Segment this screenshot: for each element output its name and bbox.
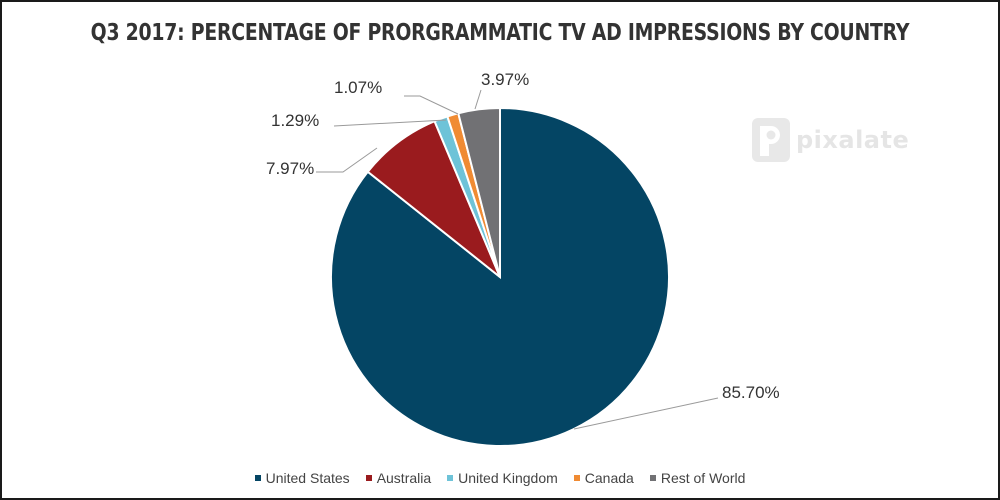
legend-swatch-australia — [365, 475, 372, 481]
legend-item-united-states: United States — [254, 470, 350, 486]
legend-item-rest-of-world: Rest of World — [649, 470, 746, 486]
chart-title: Q3 2017: PERCENTAGE OF PRORGRAMMATIC TV … — [90, 20, 910, 46]
legend-swatch-united-kingdom — [447, 475, 454, 481]
legend-label-united-states: United States — [265, 470, 350, 486]
legend: United States Australia United Kingdom Cana… — [0, 470, 1000, 486]
leader-line-united-states — [573, 397, 719, 430]
legend-item-canada: Canada — [573, 470, 634, 486]
leader-line-united-kingdom — [333, 119, 447, 127]
legend-swatch-united-states — [254, 475, 261, 481]
leader-line-rest-of-world — [474, 89, 482, 110]
data-label-australia: 7.97% — [266, 159, 314, 178]
pie-slice-rest-of-world — [457, 106, 501, 278]
data-labels: 85.70% 7.97% 1.29% 1.07% 3.97% — [266, 70, 780, 402]
data-label-canada: 1.07% — [334, 78, 382, 97]
pie-slices — [330, 106, 670, 447]
pixalate-logo-icon — [752, 118, 790, 162]
legend-label-united-kingdom: United Kingdom — [458, 470, 558, 486]
legend-item-australia: Australia — [365, 470, 432, 486]
watermark: pixalate — [752, 118, 909, 162]
leader-line-canada — [404, 95, 459, 115]
data-label-united-states: 85.70% — [722, 383, 780, 402]
leader-lines — [316, 89, 719, 430]
leader-line-australia — [316, 147, 378, 173]
legend-swatch-canada — [573, 475, 580, 481]
legend-item-united-kingdom: United Kingdom — [447, 470, 558, 486]
watermark-text: pixalate — [796, 126, 910, 154]
legend-label-rest-of-world: Rest of World — [660, 470, 746, 486]
legend-label-australia: Australia — [376, 470, 432, 486]
data-label-rest-of-world: 3.97% — [481, 70, 529, 89]
legend-label-canada: Canada — [584, 470, 634, 486]
data-label-united-kingdom: 1.29% — [271, 111, 319, 130]
legend-swatch-rest-of-world — [649, 475, 656, 481]
